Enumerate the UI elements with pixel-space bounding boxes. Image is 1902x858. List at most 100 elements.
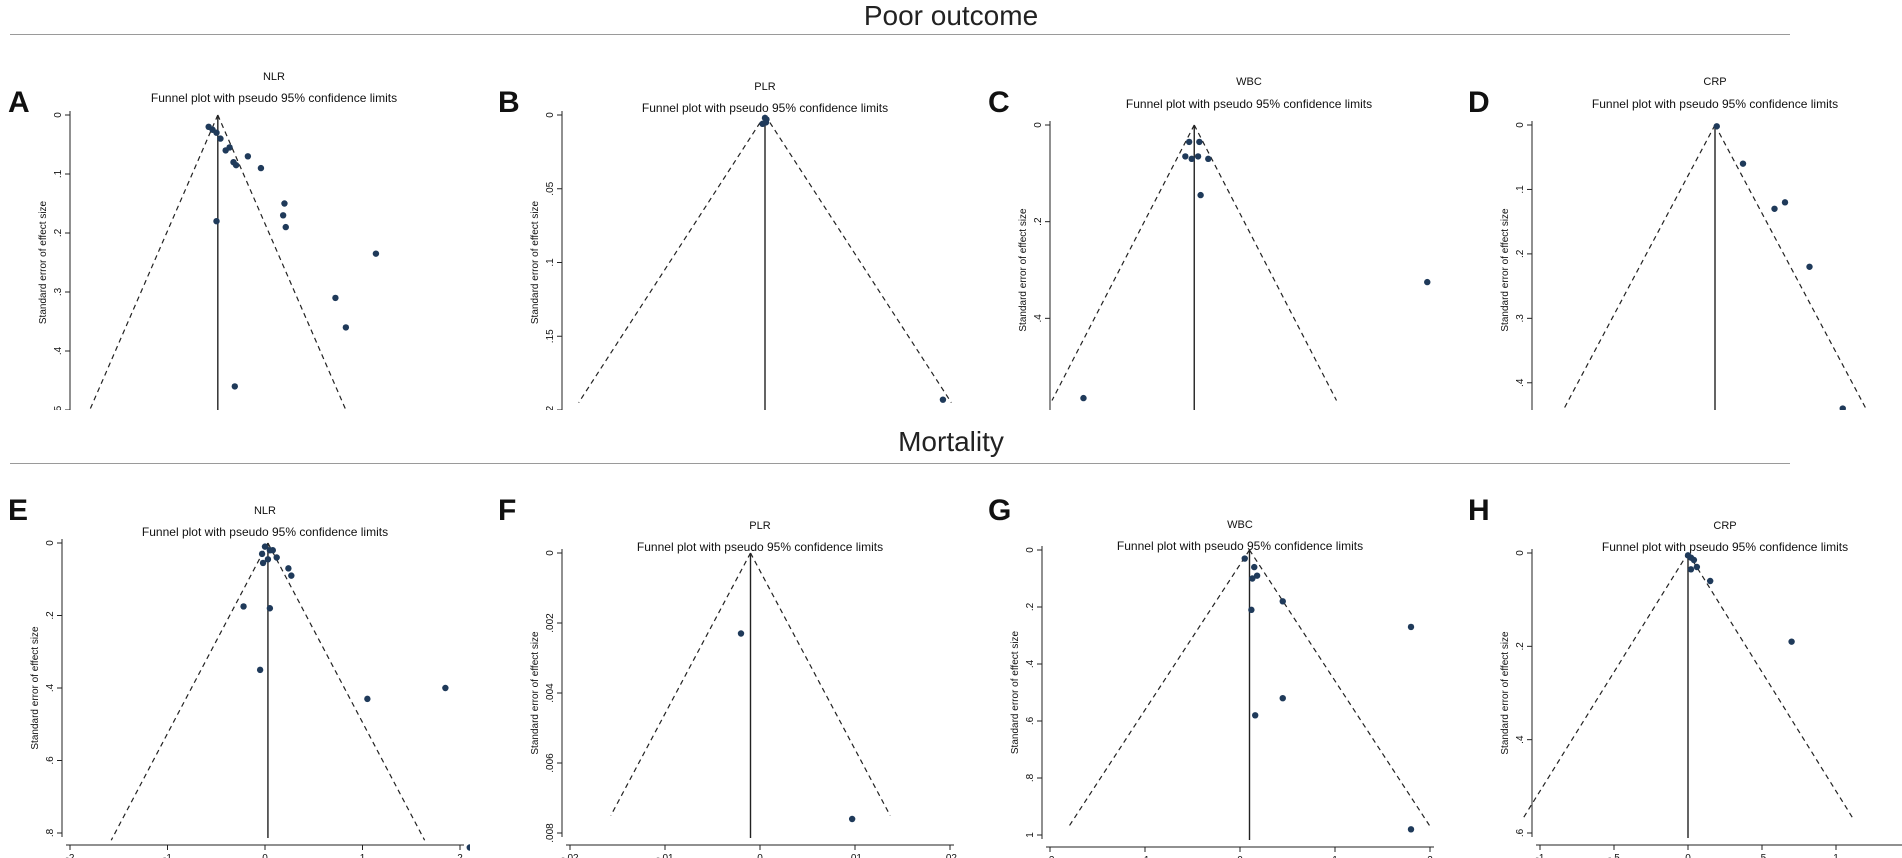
funnel-plot-svg: NLR Funnel plot with pseudo 95% confidenc… [38, 71, 397, 410]
y-tick-label: .15 [545, 329, 556, 343]
chart-title: Funnel plot with pseudo 95% confidence l… [637, 540, 883, 554]
study-point [1687, 566, 1695, 573]
study-point [442, 684, 449, 692]
study-point [1253, 572, 1261, 579]
y-tick-label: .1 [1515, 185, 1526, 194]
study-point [332, 294, 339, 302]
funnel-right-limit [267, 542, 426, 841]
study-point [1279, 598, 1286, 605]
study-point [1194, 153, 1202, 160]
funnel-plot-svg: WBC Funnel plot with pseudo 95% confidenc… [1018, 76, 1431, 410]
study-point [1248, 606, 1255, 614]
study-point [1196, 138, 1203, 146]
y-tick-label: .3 [53, 287, 64, 296]
y-tick-label: 1 [1025, 832, 1036, 838]
funnel-plot-svg: CRP Funnel plot with pseudo 95% confidenc… [1500, 520, 1902, 858]
study-point [1080, 394, 1087, 402]
study-point [1188, 155, 1195, 163]
y-tick-label: 0 [1033, 122, 1044, 128]
study-point [1839, 405, 1846, 410]
y-tick-label: .4 [1515, 378, 1526, 387]
funnel-panel-h: H CRP Funnel plot with pseudo 95% confiden… [1460, 488, 1902, 858]
biomarker-title: PLR [754, 81, 775, 93]
study-point [213, 218, 220, 225]
study-point [281, 200, 288, 207]
study-point [939, 396, 947, 403]
study-point [285, 565, 292, 572]
study-point [372, 250, 380, 257]
study-point [1771, 205, 1778, 212]
study-point [226, 144, 233, 151]
y-tick-label: .2 [53, 228, 64, 237]
study-point [1185, 138, 1193, 146]
chart-title: Funnel plot with pseudo 95% confidence l… [642, 101, 888, 115]
panel-letter: F [498, 494, 517, 527]
funnel-right-limit [1714, 124, 1867, 409]
funnel-plot-svg: CRP Funnel plot with pseudo 95% confidenc… [1500, 76, 1867, 410]
panel-letter: E [8, 494, 29, 527]
funnel-right-limit [764, 114, 952, 403]
study-point [1197, 191, 1204, 199]
biomarker-title: WBC [1236, 76, 1262, 88]
biomarker-title: CRP [1703, 76, 1726, 88]
y-tick-label: .4 [53, 346, 64, 355]
funnel-left-limit [1563, 124, 1716, 409]
study-point [269, 547, 276, 554]
section-divider-poor-outcome [10, 34, 1790, 35]
study-point [1407, 623, 1415, 631]
y-tick-label: 0 [1515, 122, 1526, 128]
funnel-left-limit [89, 114, 219, 410]
study-point [279, 212, 287, 219]
y-tick-label: .05 [545, 181, 556, 195]
study-point [1241, 555, 1248, 562]
funnel-plot-svg: NLR Funnel plot with pseudo 95% confidenc… [30, 505, 470, 858]
y-tick-label: .1 [545, 258, 556, 267]
study-point [282, 223, 289, 231]
y-tick-label: .4 [45, 683, 56, 692]
study-point [1424, 278, 1431, 286]
study-point [273, 554, 280, 561]
study-point [257, 164, 265, 172]
y-tick-label: .8 [1025, 773, 1036, 782]
study-point [1251, 563, 1258, 571]
study-point [261, 543, 269, 550]
funnel-panel-c: C WBC Funnel plot with pseudo 95% confiden… [980, 40, 1450, 410]
study-point [1806, 263, 1813, 270]
panel-letter: C [988, 86, 1010, 119]
y-tick-label: .6 [45, 756, 56, 765]
study-point [1279, 695, 1286, 702]
chart-title: Funnel plot with pseudo 95% confidence l… [1126, 97, 1372, 111]
funnel-panel-f: F PLR Funnel plot with pseudo 95% confiden… [490, 488, 960, 858]
panel-letter: D [1468, 86, 1490, 119]
y-tick-label: .6 [1025, 716, 1036, 725]
funnel-panel-b: B PLR Funnel plot with pseudo 95% confiden… [490, 40, 960, 410]
y-tick-label: 0 [1025, 547, 1036, 553]
funnel-left-limit [1051, 124, 1195, 401]
y-tick-label: .8 [45, 828, 56, 837]
study-point [1205, 155, 1212, 163]
study-point [232, 161, 240, 169]
study-point [1739, 160, 1747, 167]
study-point [288, 572, 295, 579]
study-point [737, 630, 745, 637]
y-tick-label: 0 [545, 550, 556, 556]
biomarker-title: PLR [749, 520, 770, 532]
study-point [264, 556, 272, 563]
funnel-right-limit [749, 552, 891, 816]
y-axis-label: Standard error of effect size [1500, 631, 1511, 755]
funnel-left-limit [578, 114, 766, 403]
funnel-plot-svg: PLR Funnel plot with pseudo 95% confidenc… [530, 520, 957, 858]
y-axis-label: Standard error of effect size [1500, 208, 1511, 332]
y-tick-label: .004 [545, 683, 556, 703]
study-point [1182, 153, 1189, 160]
y-tick-label: .3 [1515, 314, 1526, 323]
y-tick-label: .2 [45, 611, 56, 620]
biomarker-title: NLR [254, 505, 276, 517]
study-point [213, 129, 220, 136]
y-tick-label: .002 [545, 613, 556, 633]
y-tick-label: 0 [545, 112, 556, 118]
funnel-right-limit [217, 114, 347, 410]
y-tick-label: .2 [1515, 642, 1526, 651]
study-point [1788, 638, 1795, 645]
y-tick-label: .6 [1515, 828, 1526, 837]
